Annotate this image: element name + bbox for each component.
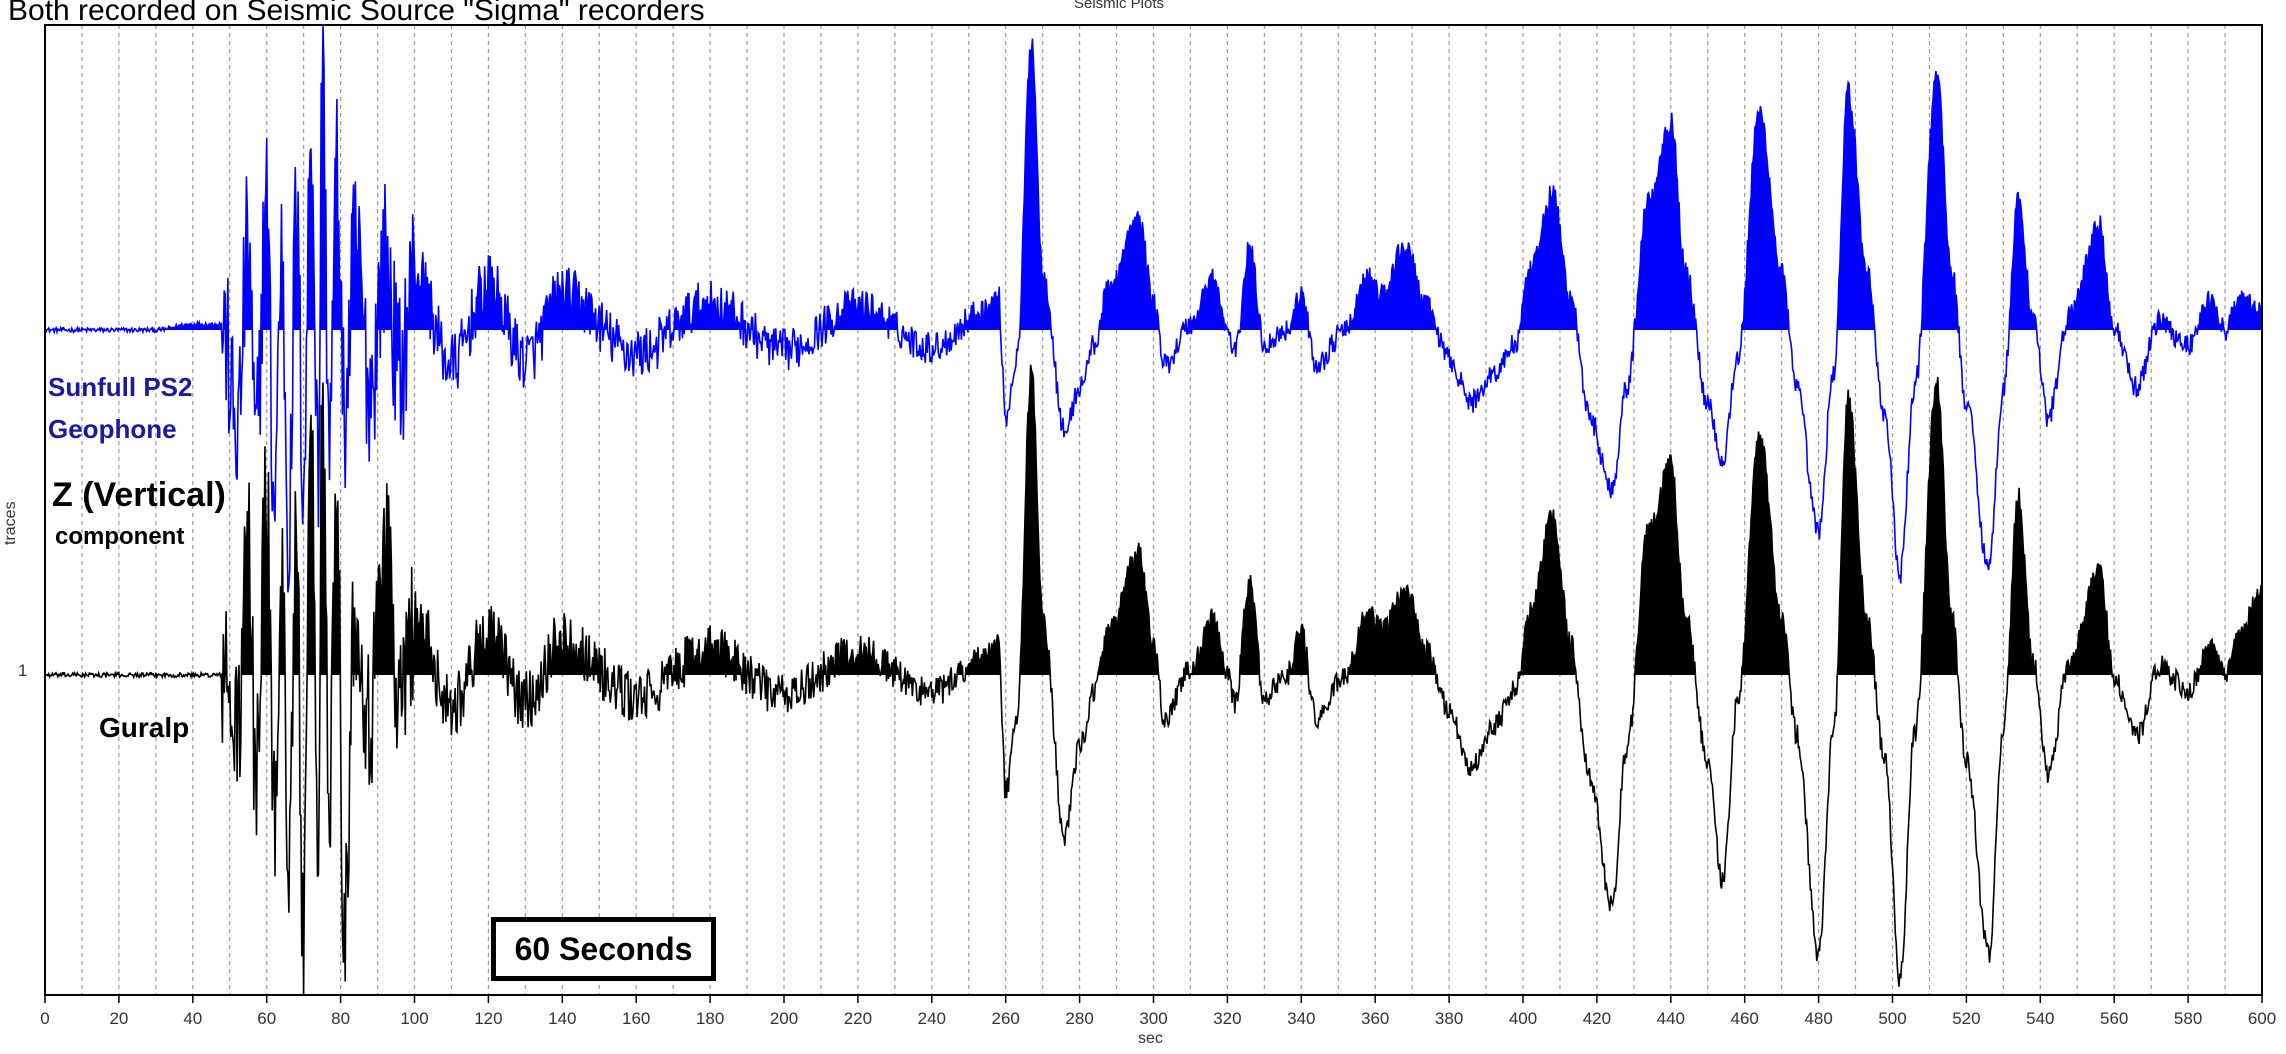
x-tick-label: 120 [474, 1009, 502, 1028]
x-tick-label: 500 [1878, 1009, 1906, 1028]
x-tick-label: 60 [257, 1009, 276, 1028]
x-tick-label: 460 [1731, 1009, 1759, 1028]
grid-lines [81, 25, 2226, 995]
x-tick-label: 340 [1287, 1009, 1315, 1028]
x-tick-label: 180 [696, 1009, 724, 1028]
x-tick-label: 260 [992, 1009, 1020, 1028]
x-tick-label: 200 [770, 1009, 798, 1028]
x-tick-label: 420 [1583, 1009, 1611, 1028]
x-tick-label: 160 [622, 1009, 650, 1028]
x-tick-label: 140 [548, 1009, 576, 1028]
x-tick-label: 0 [40, 1009, 49, 1028]
trace-fill [45, 364, 2262, 675]
geophone-label-line2: Geophone [48, 414, 177, 444]
x-tick-label: 360 [1361, 1009, 1389, 1028]
z-vertical-label: Z (Vertical) [52, 476, 226, 514]
y-tick-label: 1 [18, 661, 28, 680]
x-tick-label: 100 [400, 1009, 428, 1028]
x-tick-label: 540 [2026, 1009, 2054, 1028]
x-tick-label: 560 [2100, 1009, 2128, 1028]
x-tick-label: 280 [1065, 1009, 1093, 1028]
chart-title: Seismic Plots [1074, 0, 1165, 12]
x-tick-label: 220 [844, 1009, 872, 1028]
trace-fill [45, 25, 2262, 330]
x-tick-label: 380 [1435, 1009, 1463, 1028]
x-tick-label: 440 [1657, 1009, 1685, 1028]
trace-line [44, 364, 2263, 996]
x-tick-label: 80 [331, 1009, 350, 1028]
x-tick-label: 580 [2174, 1009, 2202, 1028]
x-tick-label: 300 [1139, 1009, 1167, 1028]
x-axis-ticks: 0 20 40 60 80 100 120 140 160 180 200 220 240 260 280 3… [40, 995, 2276, 1028]
x-tick-label: 320 [1213, 1009, 1241, 1028]
x-tick-label: 240 [918, 1009, 946, 1028]
guralp-label: Guralp [99, 712, 190, 743]
x-tick-label: 480 [1804, 1009, 1832, 1028]
x-tick-label: 520 [1952, 1009, 1980, 1028]
x-axis-label: sec [1138, 1030, 1163, 1047]
x-tick-label: 20 [109, 1009, 128, 1028]
component-label: component [55, 523, 185, 550]
figure-caption: Both recorded on Seismic Source "Sigma" … [8, 0, 705, 27]
scale-box-60-seconds: 60 Seconds [491, 917, 716, 981]
trace-line [45, 24, 2263, 593]
geophone-label-line1: Sunfull PS2 [48, 372, 193, 402]
y-axis-label: traces [2, 501, 19, 545]
traces [44, 24, 2263, 996]
x-tick-label: 40 [183, 1009, 202, 1028]
x-tick-label: 400 [1509, 1009, 1537, 1028]
x-tick-label: 600 [2248, 1009, 2276, 1028]
